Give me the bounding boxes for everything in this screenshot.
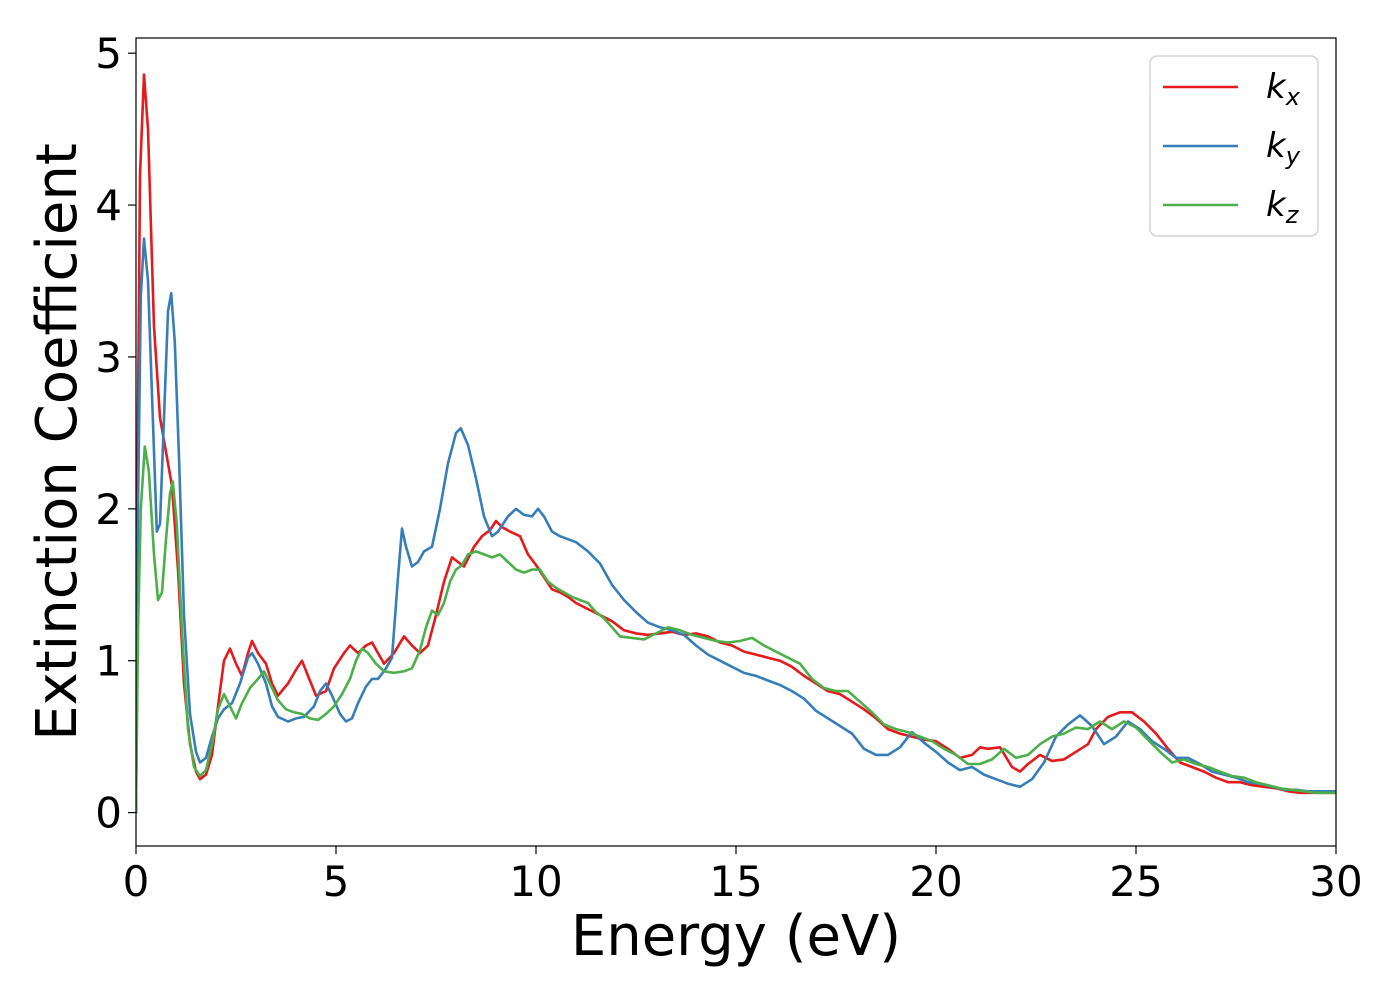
- x-tick-label: 20: [909, 857, 962, 906]
- y-tick-label: 5: [95, 29, 122, 78]
- series-line-ky: [136, 237, 1336, 814]
- y-tick-label: 3: [95, 333, 122, 382]
- y-axis-ticks: 0 1 2 3 4 5: [95, 29, 136, 838]
- series-line-kz: [136, 445, 1336, 814]
- y-tick-label: 1: [95, 637, 122, 686]
- y-tick-label: 0: [95, 789, 122, 838]
- y-tick-label: 4: [95, 181, 122, 230]
- x-tick-label: 30: [1309, 857, 1362, 906]
- x-tick-label: 25: [1109, 857, 1162, 906]
- legend-label-ky: ky: [1266, 126, 1301, 170]
- legend-label-kx: kx: [1266, 67, 1301, 111]
- y-axis-title: Extinction Coefficient: [25, 143, 90, 741]
- x-tick-label: 0: [123, 857, 150, 906]
- x-axis-title: Energy (eV): [571, 904, 901, 969]
- y-tick-label: 2: [95, 485, 122, 534]
- x-tick-label: 15: [709, 857, 762, 906]
- x-tick-label: 10: [509, 857, 562, 906]
- legend: kx ky kz: [1149, 55, 1319, 237]
- x-tick-label: 5: [323, 857, 350, 906]
- legend-label-kz: kz: [1266, 185, 1300, 229]
- series-lines: [136, 73, 1336, 814]
- series-line-kx: [136, 73, 1336, 814]
- x-axis-ticks: 0 5 10 15 20 25 30: [123, 846, 1363, 906]
